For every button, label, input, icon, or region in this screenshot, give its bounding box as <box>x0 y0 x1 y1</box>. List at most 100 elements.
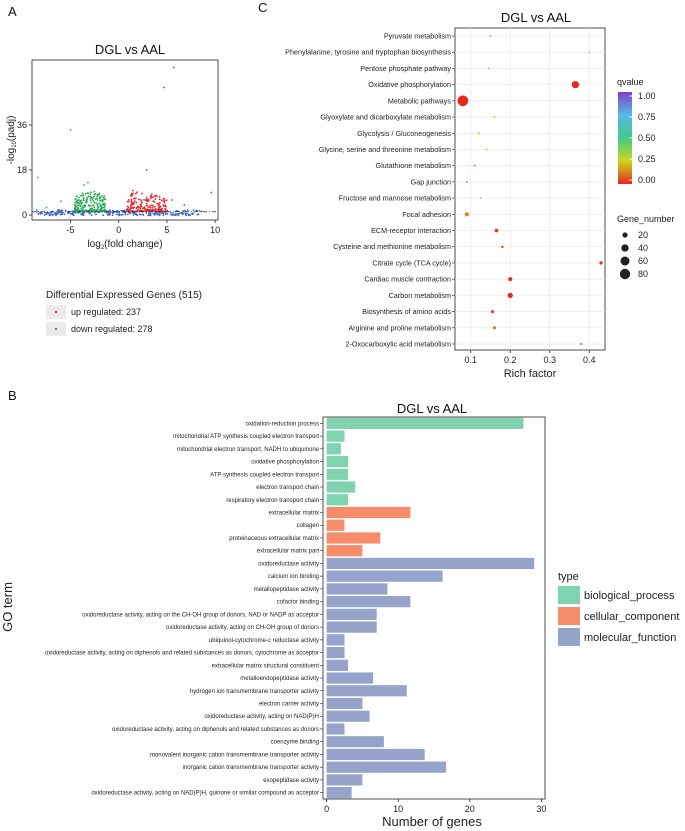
up-gene-point <box>152 200 155 203</box>
go-legend-swatch-cc <box>558 607 580 625</box>
ns-gene-point <box>37 213 40 215</box>
volcano-plot: DGL vs AAL -5 0 5 10 0 18 36 log2(fold change… <box>6 42 220 336</box>
go-bar <box>326 583 388 595</box>
up-gene-point <box>132 189 134 192</box>
up-gene-point <box>146 200 148 202</box>
ns-gene-point <box>179 212 181 215</box>
down-gene-point <box>91 198 94 201</box>
qvalue-tick-label: 0.25 <box>638 154 656 164</box>
go-bar <box>326 736 384 748</box>
down-gene-point <box>82 197 85 200</box>
down-gene-point <box>90 191 92 194</box>
kegg-dot <box>580 342 583 346</box>
ns-gene-point <box>105 211 108 214</box>
up-gene-point <box>137 198 140 201</box>
qvalue-tick-label: 0.00 <box>638 175 656 185</box>
ns-gene-point <box>176 213 179 216</box>
kegg-pathway-label: Glutathione metabolism <box>375 161 451 170</box>
qvalue-tick-label: 0.50 <box>638 133 656 143</box>
down-gene-point <box>79 200 82 203</box>
up-gene-point <box>172 66 175 69</box>
ns-gene-point <box>112 209 114 212</box>
down-gene-point <box>96 203 99 206</box>
down-gene-point <box>96 207 99 209</box>
up-gene-point <box>130 198 133 201</box>
ns-gene-point <box>180 211 183 214</box>
ns-gene-point <box>95 213 97 216</box>
volcano-x-ticks: -5 0 5 10 <box>67 220 220 235</box>
up-gene-point <box>160 199 163 202</box>
ns-gene-point <box>136 214 139 217</box>
up-gene-point <box>157 205 160 207</box>
down-gene-point <box>83 184 85 186</box>
kegg-pathway-label: Glycolysis / Gluconeogenesis <box>357 129 451 138</box>
ns-gene-point <box>80 212 83 215</box>
volcano-y-tick-label: 0 <box>22 210 27 220</box>
ns-gene-point <box>142 213 145 216</box>
ns-gene-point <box>36 209 38 212</box>
up-gene-point <box>160 207 163 210</box>
down-gene-point <box>89 193 92 195</box>
ns-gene-point <box>124 212 127 215</box>
go-bar <box>326 608 377 620</box>
ns-gene-point <box>149 212 152 215</box>
up-gene-point <box>135 201 138 204</box>
down-gene-point <box>90 201 93 204</box>
volcano-ylabel: -log10(padj) <box>6 116 18 165</box>
ns-gene-point <box>43 214 46 216</box>
up-gene-point <box>129 194 132 197</box>
gene-number-legend-label: 40 <box>638 243 648 253</box>
go-legend-swatch-bp <box>558 586 580 604</box>
up-gene-point <box>127 199 130 201</box>
panel-label-c: C <box>258 0 267 15</box>
down-gene-point <box>94 192 97 195</box>
ns-gene-point <box>174 213 177 216</box>
down-gene-point <box>89 195 92 198</box>
down-gene-point <box>82 194 85 196</box>
up-gene-point <box>164 204 167 207</box>
kegg-dot <box>492 326 497 330</box>
go-bar <box>326 646 345 659</box>
go-term-label: oxidoreductase activity, acting on CH-OH… <box>166 625 319 631</box>
kegg-pathway-label: Glycine, serine and threonine metabolism <box>319 145 451 154</box>
up-gene-point <box>162 198 165 201</box>
gene-number-legend-dot <box>621 244 629 252</box>
go-bar <box>326 621 377 633</box>
down-gene-point <box>104 204 106 207</box>
go-term-label: oxidoreductase activity, acting on diphe… <box>45 651 319 657</box>
kegg-pathway-label: Gap junction <box>411 177 451 186</box>
go-bar <box>326 748 425 761</box>
down-gene-point <box>80 202 83 205</box>
up-gene-point <box>133 200 136 203</box>
kegg-dot <box>485 148 488 151</box>
kegg-title: DGL vs AAL <box>501 10 571 25</box>
go-term-label: electron transport chain <box>256 485 319 491</box>
down-gene-point <box>75 210 78 213</box>
go-term-label: calcium ion binding <box>268 574 319 580</box>
down-gene-point <box>97 205 99 208</box>
go-bar <box>326 659 349 671</box>
down-gene-point <box>45 206 48 209</box>
go-bar <box>326 596 411 608</box>
qvalue-legend-title: qvalue <box>617 77 644 87</box>
volcano-frame <box>31 59 219 221</box>
down-gene-point <box>100 208 103 211</box>
down-gene-point <box>99 199 101 202</box>
up-gene-point <box>143 206 146 209</box>
ns-gene-point <box>164 213 167 216</box>
qvalue-colorbar <box>618 92 632 184</box>
kegg-dots <box>457 34 603 346</box>
ns-gene-point <box>153 213 156 216</box>
down-gene-point <box>96 193 99 196</box>
kegg-pathway-label: Metabolic pathways <box>388 96 452 105</box>
go-term-label: respiratory electron transport chain <box>226 498 319 504</box>
go-term-label: mitochondrial ATP synthesis coupled elec… <box>173 434 319 440</box>
up-gene-point <box>148 208 151 211</box>
go-term-label: cofactor binding <box>277 600 319 606</box>
down-gene-point <box>77 204 79 207</box>
kegg-pathway-label: Oxidative phosphorylation <box>368 80 451 89</box>
down-gene-point <box>93 190 96 193</box>
ns-gene-point <box>45 213 48 215</box>
volcano-y-ticks: 0 18 36 <box>17 120 32 220</box>
ns-gene-point <box>157 213 159 216</box>
